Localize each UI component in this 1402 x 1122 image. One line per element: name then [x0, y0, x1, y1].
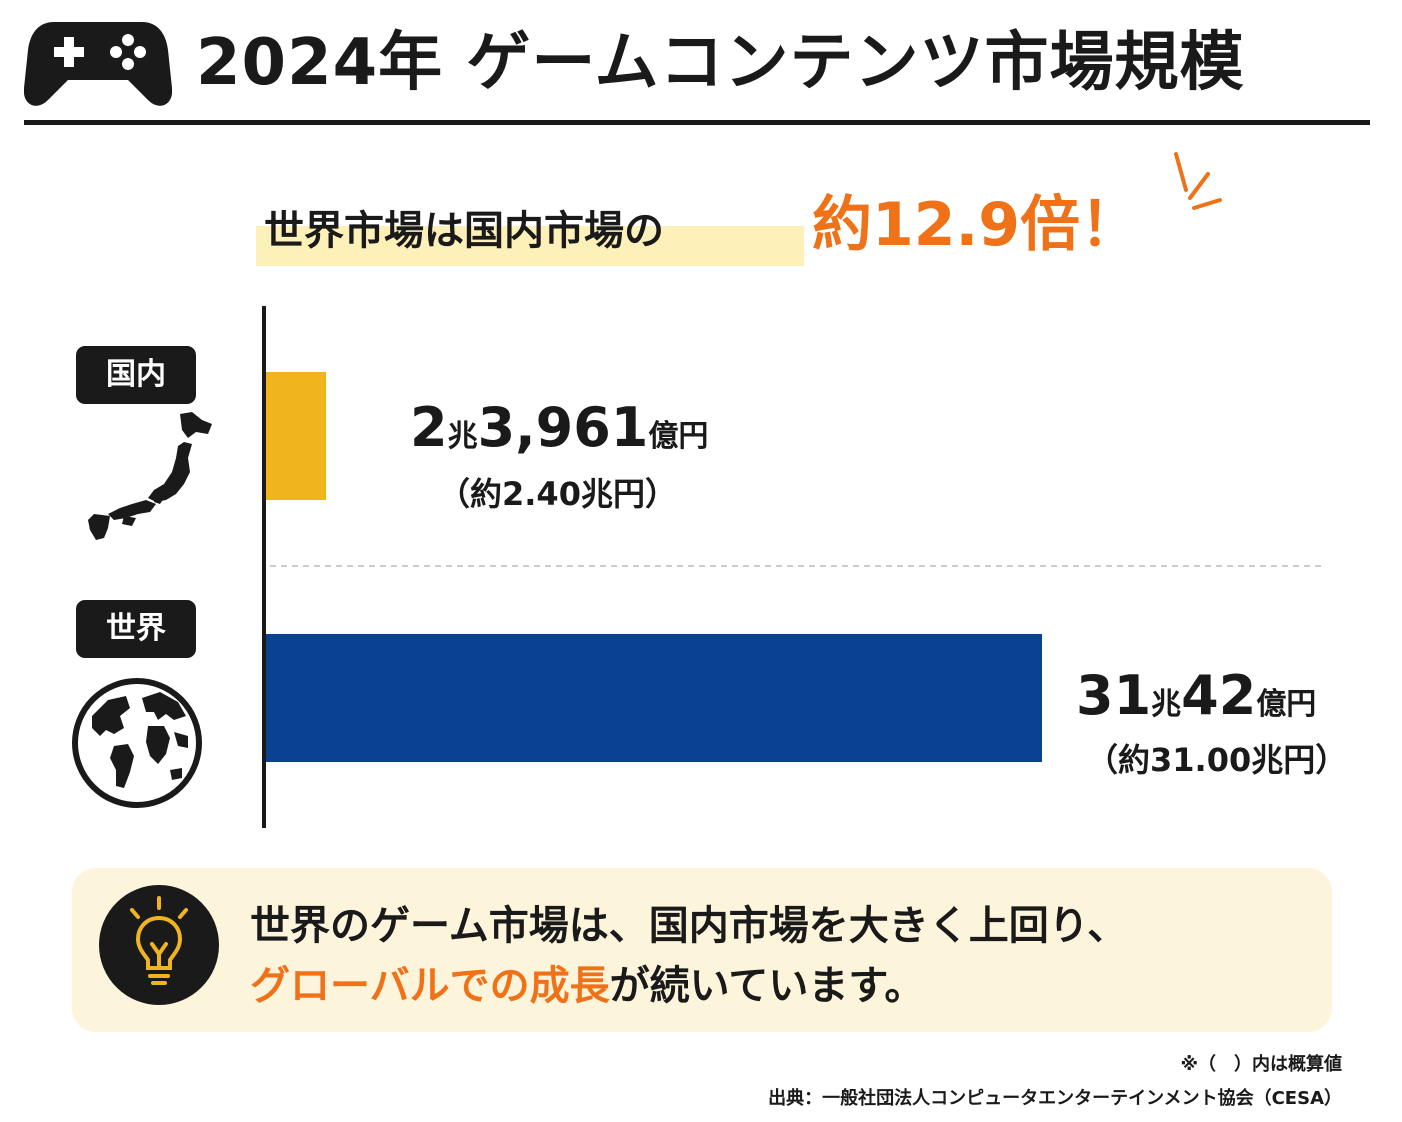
bar-domestic	[266, 372, 327, 500]
bar-world	[266, 634, 1042, 762]
callout-emphasis: グローバルでの成長	[250, 963, 610, 1009]
globe-icon	[72, 678, 202, 808]
category-label-world: 世界	[76, 600, 196, 658]
game-controller-icon	[24, 22, 172, 106]
header-divider	[24, 120, 1370, 125]
summary-callout	[72, 868, 1332, 1032]
callout-text-line2: グローバルでの成長が続いています。	[250, 956, 924, 1016]
headline-emphasis: 約12.9倍！	[812, 190, 1141, 260]
headline: 世界市場は国内市場の	[264, 208, 664, 254]
value-label-world: 31兆42億円	[1076, 664, 1317, 727]
source-citation: 出典：一般社団法人コンピュータエンターテインメント協会（CESA）	[768, 1088, 1342, 1109]
emphasis-burst-icon	[1174, 152, 1222, 210]
japan-map-icon	[88, 412, 212, 540]
footnote: ※（ ）内は概算値	[1180, 1054, 1343, 1075]
callout-rest: が続いています。	[609, 963, 925, 1009]
approx-label-world: （約31.00兆円）	[1086, 741, 1348, 779]
callout-text-line1: 世界のゲーム市場は、国内市場を大きく上回り、	[250, 903, 1128, 949]
category-label-domestic: 国内	[76, 346, 196, 404]
value-label-domestic: 2兆3,961億円	[410, 396, 709, 459]
lightbulb-icon	[99, 885, 219, 1005]
page-title: 2024年 ゲームコンテンツ市場規模	[196, 26, 1245, 100]
approx-label-domestic: （約2.40兆円）	[438, 475, 677, 513]
headline-highlight	[256, 226, 804, 266]
bar-chart	[262, 306, 1324, 828]
